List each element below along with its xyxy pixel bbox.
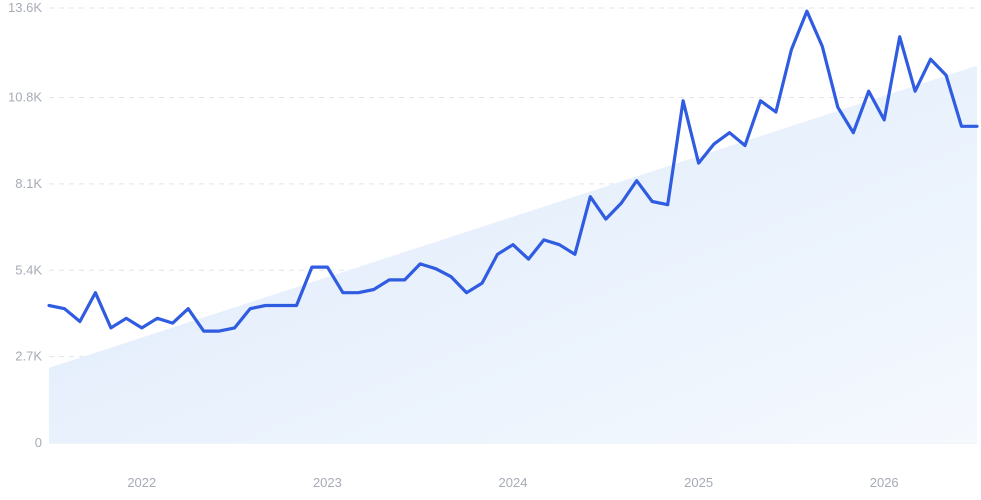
y-tick-label: 10.8K <box>8 90 42 105</box>
x-tick-label: 2025 <box>684 475 713 490</box>
trend-area-layer <box>49 65 977 443</box>
y-tick-label: 5.4K <box>15 262 42 277</box>
y-tick-label: 13.6K <box>8 0 42 15</box>
series-line <box>47 9 979 333</box>
x-tick-label: 2023 <box>313 475 342 490</box>
x-tick-label: 2024 <box>499 475 528 490</box>
x-axis-ticks: 2022 2023 2024 2025 2026 <box>127 475 898 490</box>
y-tick-label: 8.1K <box>15 176 42 191</box>
trend-area <box>49 65 977 443</box>
x-tick-label: 2026 <box>870 475 899 490</box>
y-tick-label: 2.7K <box>15 349 42 364</box>
y-axis-ticks: 0 2.7K 5.4K 8.1K 10.8K 13.6K <box>8 0 42 450</box>
y-tick-label: 0 <box>35 435 42 450</box>
series-line-layer <box>47 9 979 333</box>
x-tick-label: 2022 <box>127 475 156 490</box>
